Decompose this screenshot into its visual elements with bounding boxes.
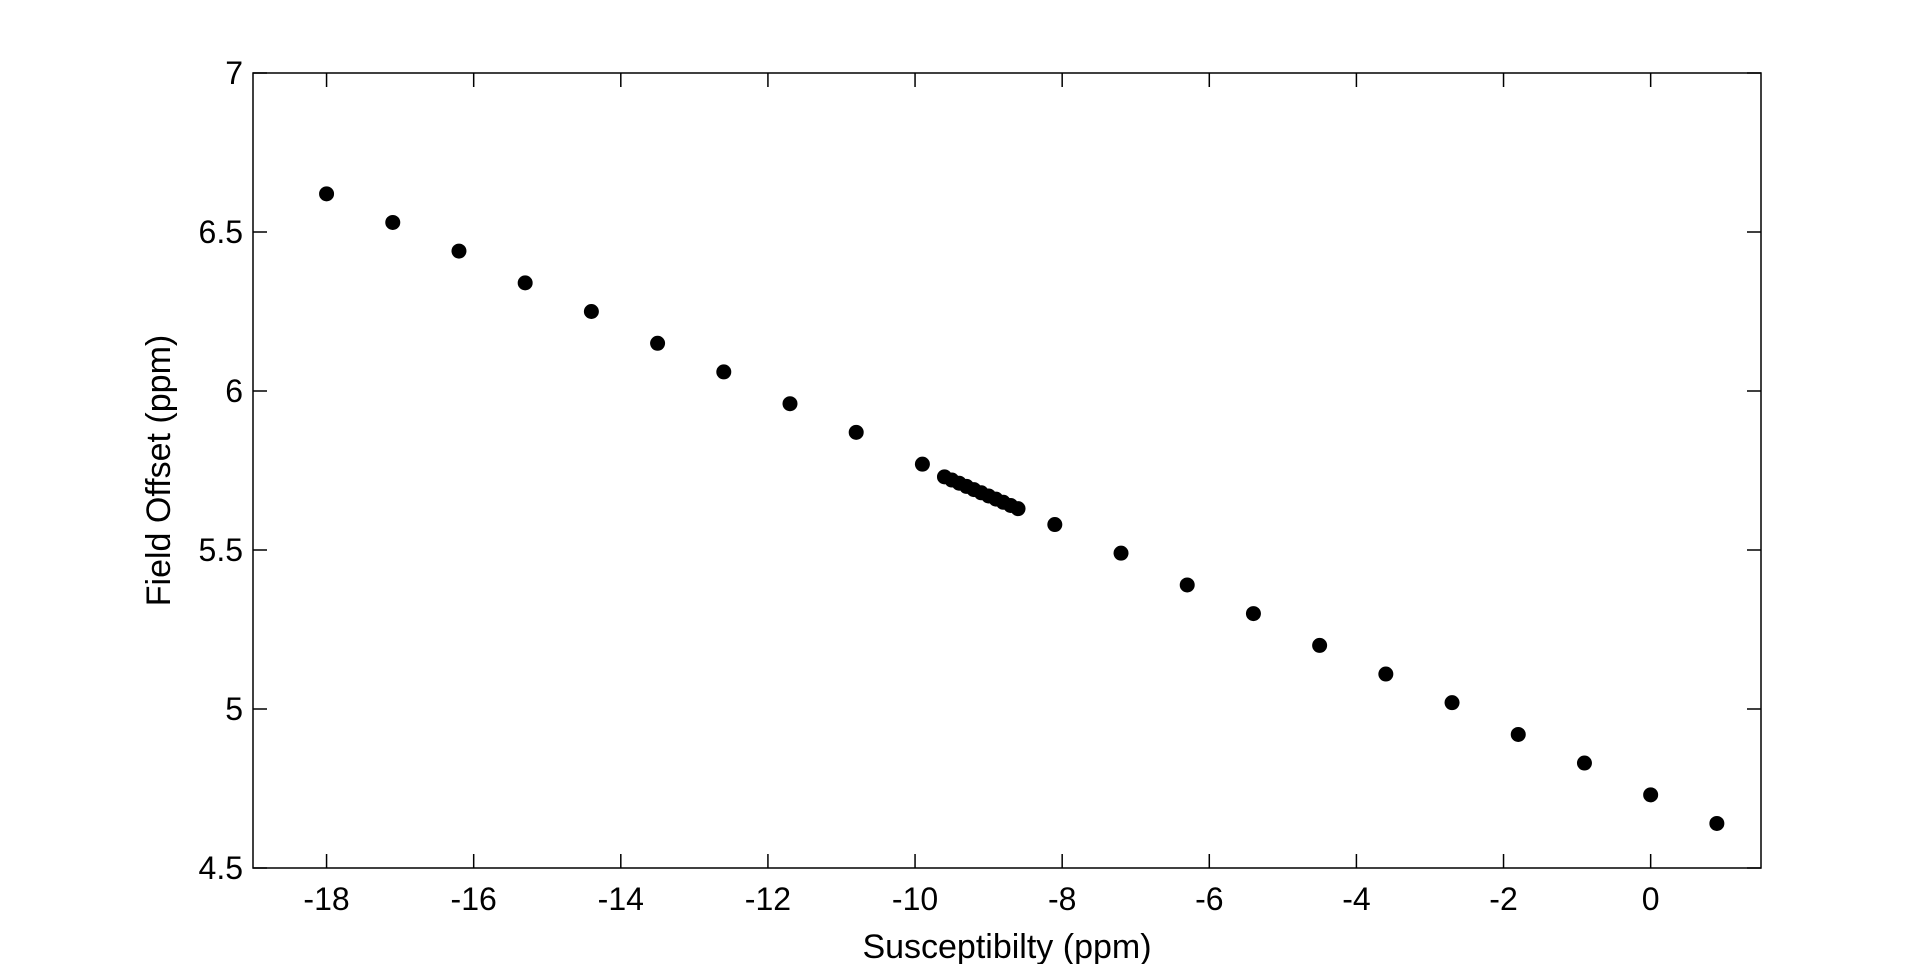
data-point — [1312, 637, 1328, 653]
y-axis-title: Field Offset (ppm) — [140, 335, 178, 606]
data-point — [1643, 787, 1659, 803]
x-tick-label: -16 — [451, 881, 497, 917]
y-tick-label: 7 — [225, 55, 243, 91]
x-axis-title: Susceptibilty (ppm) — [862, 928, 1151, 964]
data-point — [1444, 695, 1460, 711]
data-point — [583, 304, 599, 319]
data-point — [650, 335, 666, 351]
data-point — [451, 243, 467, 259]
data-point — [1047, 517, 1063, 533]
x-tick-label: -4 — [1342, 881, 1370, 917]
data-point — [1179, 577, 1195, 593]
data-point — [385, 214, 401, 230]
data-point — [782, 396, 798, 412]
data-point — [1510, 726, 1526, 742]
data-point — [716, 364, 732, 380]
plot-area — [252, 72, 1762, 869]
data-point — [914, 456, 930, 472]
x-tick-label: -10 — [892, 881, 938, 917]
data-point — [517, 275, 533, 291]
x-tick-label: 0 — [1642, 881, 1660, 917]
x-tick-label: -18 — [303, 881, 349, 917]
data-point — [1113, 545, 1129, 561]
data-point — [1245, 606, 1261, 622]
data-point — [848, 424, 864, 440]
data-point — [1010, 501, 1026, 517]
y-tick-label: 6.5 — [199, 214, 243, 250]
x-tick-label: -8 — [1048, 881, 1076, 917]
x-tick-label: -2 — [1489, 881, 1517, 917]
data-point — [1378, 666, 1394, 682]
x-tick-label: -6 — [1195, 881, 1223, 917]
data-point — [1576, 755, 1592, 771]
x-axis-ticks: -18 -16 -14 -12 -10 -8 -6 -4 -2 0 — [303, 73, 1660, 917]
y-axis-ticks: 4.5 5 5.5 6 6.5 7 — [199, 55, 1761, 886]
data-point — [1709, 815, 1725, 831]
y-tick-label: 5 — [225, 691, 243, 727]
y-tick-label: 5.5 — [199, 532, 243, 568]
data-point — [319, 186, 335, 202]
x-tick-label: -12 — [745, 881, 791, 917]
y-tick-label: 4.5 — [199, 850, 243, 886]
data-points — [319, 186, 1725, 831]
y-tick-label: 6 — [225, 373, 243, 409]
x-tick-label: -14 — [598, 881, 644, 917]
